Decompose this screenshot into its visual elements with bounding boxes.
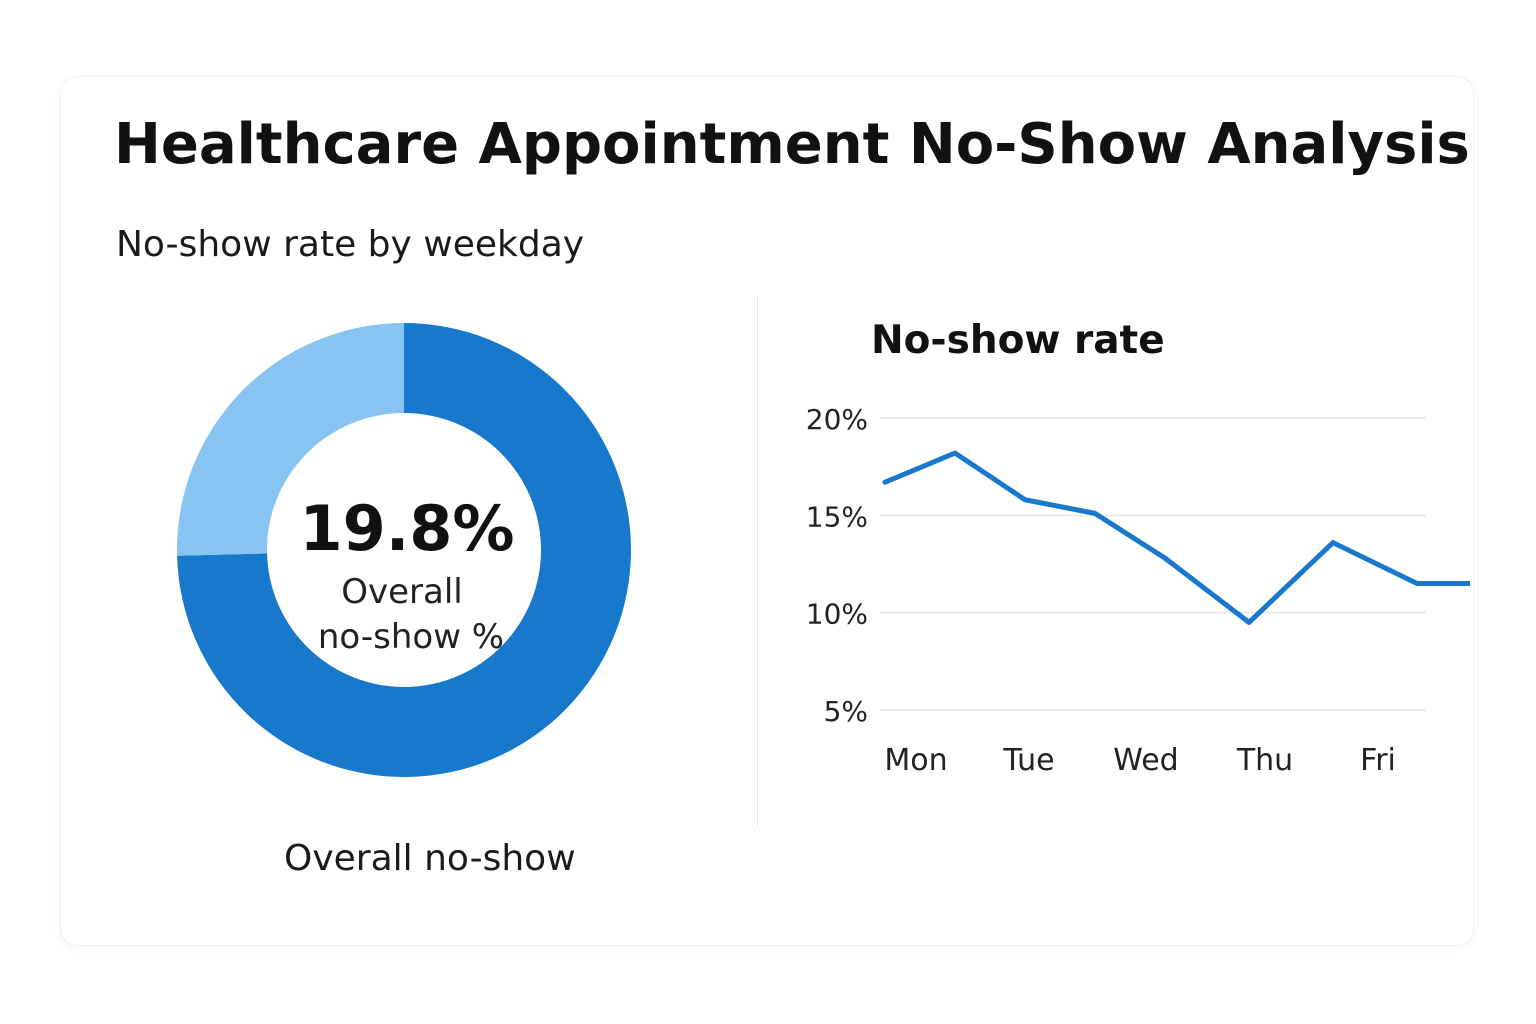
- line-chart-title: No-show rate: [871, 318, 1165, 363]
- x-tick-label: Tue: [1002, 743, 1054, 778]
- donut-slice-2: [177, 323, 404, 556]
- page-title: Healthcare Appointment No-Show Analysis: [114, 112, 1470, 177]
- y-tick-label: 15%: [806, 500, 868, 533]
- no-show-rate-line: [882, 450, 1470, 625]
- dashboard-card: [61, 77, 1473, 945]
- y-tick-label: 20%: [806, 403, 868, 436]
- donut-center-label-line2: no-show %: [318, 617, 504, 657]
- donut-center-value: 19.8%: [299, 492, 514, 565]
- page-subtitle: No-show rate by weekday: [116, 224, 585, 265]
- x-tick-label: Wed: [1113, 743, 1178, 778]
- donut-center-label-line1: Overall: [341, 572, 463, 612]
- x-tick-label: Thu: [1236, 743, 1293, 778]
- x-tick-label: Mon: [884, 743, 947, 778]
- x-tick-label: Fri: [1360, 743, 1396, 778]
- y-tick-label: 10%: [806, 598, 868, 631]
- donut-chart: 19.8% Overall no-show %: [177, 323, 631, 777]
- line-chart: 5% 10% 15% 20% Mon Tue Wed Thu Fri: [806, 403, 1470, 778]
- donut-caption: Overall no-show: [284, 838, 576, 879]
- donut-slice-1: [177, 323, 631, 777]
- y-tick-label: 5%: [824, 695, 868, 728]
- section-divider: [757, 296, 758, 826]
